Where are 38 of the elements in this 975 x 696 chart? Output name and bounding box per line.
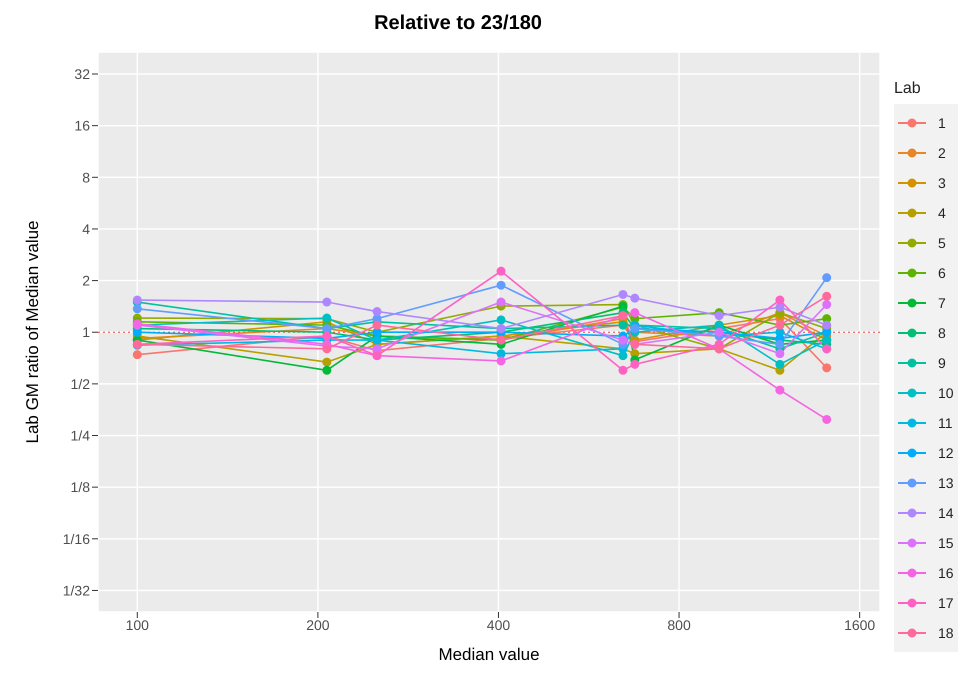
legend-label: 10 bbox=[938, 385, 955, 401]
y-tick-label: 2 bbox=[82, 272, 90, 289]
y-tick-label: 32 bbox=[74, 66, 90, 82]
legend-title: Lab bbox=[894, 80, 922, 98]
x-tick-label: 400 bbox=[486, 616, 510, 633]
legend-label: 12 bbox=[938, 445, 955, 461]
legend-label: 11 bbox=[938, 415, 954, 431]
legend-label: 6 bbox=[938, 265, 947, 281]
legend-label: 8 bbox=[938, 325, 947, 341]
legend-label: 3 bbox=[938, 175, 947, 191]
legend-label: 1 bbox=[938, 115, 947, 131]
y-axis-title: Lab GM ratio of Median value bbox=[23, 220, 42, 444]
legend-label: 7 bbox=[938, 295, 947, 311]
legend-label: 18 bbox=[938, 625, 955, 641]
y-tick-label: 1/2 bbox=[70, 376, 90, 392]
y-tick-label: 1/4 bbox=[70, 427, 90, 444]
legend-label: 15 bbox=[938, 535, 955, 551]
legend-label: 17 bbox=[938, 595, 955, 611]
x-tick-label: 800 bbox=[667, 616, 691, 633]
legend-label: 2 bbox=[938, 145, 947, 161]
y-tick-label: 1 bbox=[82, 324, 90, 340]
legend-label: 14 bbox=[938, 505, 955, 521]
y-tick-label: 1/16 bbox=[62, 530, 90, 547]
y-tick-label: 1/32 bbox=[62, 582, 90, 598]
legend-label: 16 bbox=[938, 565, 955, 581]
y-tick-label: 8 bbox=[82, 169, 90, 186]
legend-label: 13 bbox=[938, 475, 955, 491]
x-tick-label: 100 bbox=[126, 616, 150, 633]
x-tick-label: 200 bbox=[306, 616, 330, 633]
y-tick-label: 1/8 bbox=[70, 479, 90, 496]
y-tick-label: 16 bbox=[74, 118, 90, 134]
x-tick-label: 1600 bbox=[844, 616, 876, 633]
legend-label: 5 bbox=[938, 235, 947, 251]
legend-label: 9 bbox=[938, 355, 947, 371]
x-axis-title: Median value bbox=[438, 645, 540, 664]
y-tick-label: 4 bbox=[82, 220, 90, 237]
chart-title: Relative to 23/180 bbox=[373, 11, 543, 36]
legend-label: 4 bbox=[938, 205, 947, 221]
